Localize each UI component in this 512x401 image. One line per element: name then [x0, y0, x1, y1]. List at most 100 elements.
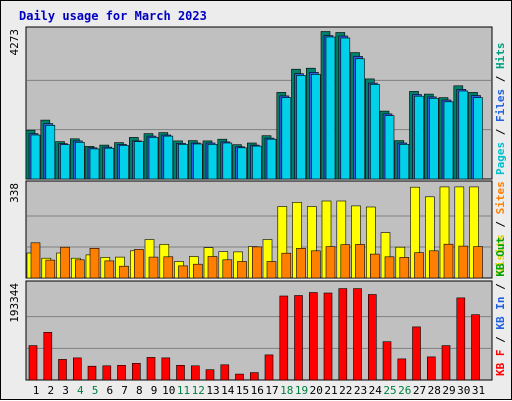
bar-pages-day-10: [163, 135, 174, 180]
panel-middle-legend: Visits / Sites: [494, 181, 507, 274]
x-tick-label-day-4: 4: [77, 384, 84, 397]
legend-separator: /: [494, 69, 507, 89]
panel-bottom: 193344 KB F / KB In / KB Out: [8, 237, 507, 381]
x-tick-label-day-20: 20: [310, 384, 323, 397]
x-tick-label-day-19: 19: [295, 384, 308, 397]
legend-separator: /: [494, 330, 507, 350]
bar-sites-day-28: [428, 250, 439, 279]
bar-kb-f-day-15: [235, 373, 244, 381]
bar-kb-f-day-20: [308, 292, 318, 381]
legend-item-kb-in: KB In: [494, 297, 507, 330]
panel-top: 4273 Pages / Files / Hits: [8, 26, 507, 180]
bar-pages-day-2: [45, 125, 56, 180]
x-tick-label-day-26: 26: [398, 384, 411, 397]
bar-kb-f-day-3: [58, 359, 67, 381]
bar-kb-f-day-29: [441, 345, 451, 381]
bar-kb-f-day-4: [73, 357, 82, 381]
x-tick-label-day-29: 29: [442, 384, 455, 397]
bar-sites-day-25: [384, 256, 395, 279]
x-tick-label-day-21: 21: [324, 384, 337, 397]
x-tick-label-day-17: 17: [265, 384, 278, 397]
bar-kb-f-day-12: [191, 365, 200, 381]
bar-pages-day-30: [458, 90, 469, 180]
bar-pages-day-18: [281, 97, 292, 180]
x-tick-label-day-25: 25: [383, 384, 396, 397]
bar-kb-f-day-26: [397, 358, 407, 381]
plot-panels: 4273 Pages / Files / Hits 338 Visits / Site…: [8, 26, 507, 381]
bar-pages-day-13: [207, 144, 218, 180]
bar-sites-day-3: [60, 246, 70, 279]
x-tick-label-day-22: 22: [339, 384, 352, 397]
bar-kb-f-day-9: [146, 357, 156, 381]
bar-pages-day-8: [134, 141, 144, 180]
panel-bottom-legend: KB F / KB In / KB Out: [494, 237, 507, 376]
bar-kb-f-day-14: [220, 364, 230, 381]
bar-kb-f-day-21: [323, 292, 333, 381]
x-tick-label-day-1: 1: [33, 384, 40, 397]
bar-sites-day-31: [473, 246, 483, 279]
legend-item-kb-f: KB F: [494, 350, 507, 377]
bar-sites-day-8: [134, 249, 144, 279]
bar-kb-f-day-5: [87, 365, 97, 381]
bar-pages-day-11: [178, 144, 188, 180]
legend-separator: /: [494, 122, 507, 142]
bar-sites-day-18: [281, 252, 292, 279]
bar-sites-day-6: [104, 260, 115, 279]
bar-kb-f-day-22: [338, 288, 348, 381]
bar-pages-day-4: [75, 142, 85, 180]
bar-kb-f-day-27: [412, 326, 421, 381]
bar-sites-day-15: [237, 261, 247, 279]
legend-item-files: Files: [494, 89, 507, 122]
x-tick-label-day-6: 6: [106, 384, 113, 397]
bar-sites-day-16: [252, 246, 262, 279]
bar-sites-day-19: [296, 248, 306, 279]
bar-pages-day-27: [414, 95, 424, 180]
bar-pages-day-15: [237, 147, 247, 180]
legend-item-visits: Visits: [494, 234, 507, 274]
bar-pages-day-5: [89, 148, 100, 180]
bar-sites-day-27: [414, 252, 424, 279]
chart-title: Daily usage for March 2023: [19, 9, 207, 23]
x-tick-label-day-10: 10: [162, 384, 175, 397]
bar-kb-f-day-17: [264, 354, 274, 381]
panel-bottom-max-label: 193344: [8, 283, 21, 323]
bar-pages-day-20: [310, 74, 321, 180]
bar-pages-day-31: [473, 97, 483, 180]
x-tick-label-day-23: 23: [354, 384, 367, 397]
bar-sites-day-14: [222, 259, 233, 279]
x-tick-label-day-16: 16: [251, 384, 264, 397]
bar-kb-f-day-23: [353, 288, 362, 381]
bar-sites-day-11: [178, 265, 188, 279]
bar-pages-day-12: [193, 143, 203, 180]
x-tick-label-day-31: 31: [472, 384, 485, 397]
panel-middle: 338 Visits / Sites: [8, 180, 507, 279]
x-tick-label-day-24: 24: [369, 384, 383, 397]
bar-kb-f-day-1: [28, 345, 38, 381]
bar-sites-day-21: [325, 246, 336, 279]
x-tick-label-day-5: 5: [92, 384, 99, 397]
bar-pages-day-29: [443, 101, 454, 180]
x-tick-label-day-12: 12: [192, 384, 205, 397]
bar-sites-day-22: [340, 244, 351, 279]
x-tick-label-day-11: 11: [177, 384, 190, 397]
legend-item-hits: Hits: [494, 43, 507, 70]
panel-bottom-background: [25, 280, 493, 381]
bar-sites-day-17: [266, 261, 277, 279]
bar-sites-day-20: [310, 250, 321, 279]
x-tick-label-day-30: 30: [457, 384, 470, 397]
x-tick-label-day-7: 7: [121, 384, 128, 397]
bar-pages-day-19: [296, 75, 306, 180]
legend-item-pages: Pages: [494, 142, 507, 175]
x-tick-label-day-8: 8: [136, 384, 143, 397]
bar-pages-day-16: [252, 145, 262, 180]
bar-pages-day-1: [30, 134, 41, 180]
bar-pages-day-3: [60, 144, 70, 180]
legend-item-sites: Sites: [494, 181, 507, 214]
panel-top-legend: Pages / Files / Hits: [494, 43, 507, 176]
bar-kb-f-day-16: [250, 372, 259, 381]
bar-sites-day-26: [399, 257, 410, 279]
bar-kb-f-day-25: [382, 341, 392, 381]
bar-kb-f-day-31: [471, 314, 480, 381]
